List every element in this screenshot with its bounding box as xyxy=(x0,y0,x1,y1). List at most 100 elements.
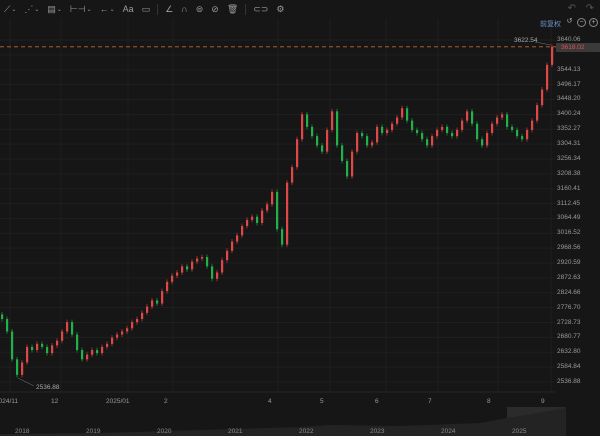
candle xyxy=(436,129,439,137)
candle xyxy=(26,346,29,363)
toolbar-divider xyxy=(157,3,159,15)
measure-tool[interactable]: ⊢⊣ ⌄ xyxy=(66,0,96,18)
candle xyxy=(386,129,389,134)
compare-icon: ⊂⊃ xyxy=(253,3,269,14)
compare-tool[interactable]: ⊂⊃ xyxy=(249,0,272,18)
candle xyxy=(86,354,89,360)
hide-tool[interactable]: ⊘ xyxy=(207,0,223,18)
candle xyxy=(491,123,494,134)
candle xyxy=(351,151,354,177)
trend-line-tool[interactable]: ⟋ ⌄ xyxy=(0,0,20,18)
candle xyxy=(61,331,64,341)
fib-icon: ▤ xyxy=(47,3,56,14)
candle xyxy=(476,123,479,140)
trend-line-icon: ⟋ xyxy=(4,3,11,14)
candle xyxy=(311,126,314,137)
candle xyxy=(261,210,264,223)
candle xyxy=(236,235,239,242)
candle xyxy=(146,306,149,313)
adjust-mode-button[interactable]: 前复权 xyxy=(540,21,561,28)
candle xyxy=(541,89,544,106)
candle xyxy=(71,322,74,335)
candle xyxy=(531,120,534,130)
text-tool[interactable]: Aa xyxy=(119,0,138,18)
text-icon: Aa xyxy=(122,4,134,14)
candle xyxy=(266,204,269,211)
candle xyxy=(296,139,299,168)
candle xyxy=(81,350,84,360)
candle xyxy=(186,266,189,270)
reset-icon[interactable]: ↺ xyxy=(566,18,573,25)
candle xyxy=(281,229,284,245)
undo-icon[interactable]: ↶ xyxy=(567,3,576,14)
candle xyxy=(206,257,209,267)
candle xyxy=(326,129,329,152)
candle xyxy=(161,291,164,304)
candle xyxy=(136,319,139,323)
chevron-down-icon[interactable]: ⌄ xyxy=(11,6,17,13)
arrow-tool[interactable]: ← ⌄ xyxy=(96,0,119,18)
candle xyxy=(321,145,324,152)
candle xyxy=(41,343,44,347)
fib-tool[interactable]: ▤ ⌄ xyxy=(43,0,66,18)
chevron-down-icon[interactable]: ⌄ xyxy=(109,6,115,13)
candle xyxy=(406,108,409,121)
candle xyxy=(501,114,504,118)
candle xyxy=(56,340,59,346)
low-label: 2536.88 xyxy=(36,384,60,391)
toolbar-divider xyxy=(245,3,247,15)
candle xyxy=(251,216,254,220)
comment-icon: ▭ xyxy=(141,3,151,14)
angle-tool[interactable]: ∠ xyxy=(161,0,177,18)
candle xyxy=(401,108,404,118)
candle xyxy=(226,250,229,261)
candle xyxy=(526,129,529,140)
candle xyxy=(16,359,19,375)
candle xyxy=(306,114,309,127)
lock-tool[interactable]: ⊜ xyxy=(192,0,208,18)
candle xyxy=(176,272,179,276)
settings-tool[interactable]: ⚙ xyxy=(272,0,288,18)
arrow-icon: ← xyxy=(99,4,109,14)
candle xyxy=(461,120,464,130)
candle xyxy=(336,111,339,146)
candle xyxy=(231,241,234,251)
redo-icon[interactable]: ↷ xyxy=(585,3,594,14)
candle xyxy=(426,139,429,146)
candle xyxy=(366,136,369,146)
candle xyxy=(506,114,509,127)
candle xyxy=(156,300,159,304)
candle xyxy=(446,126,449,134)
zoom-out-icon[interactable]: − xyxy=(577,18,586,27)
candle xyxy=(331,111,334,130)
candle xyxy=(31,346,34,351)
candle xyxy=(121,331,124,335)
trash-tool[interactable]: 🗑 xyxy=(223,0,242,18)
candle xyxy=(361,133,364,137)
candle xyxy=(376,126,379,143)
candle xyxy=(191,261,194,270)
lock-icon: ⊜ xyxy=(195,3,204,14)
candle xyxy=(216,272,219,279)
candle xyxy=(246,219,249,227)
polyline-tool[interactable]: ⋰ ⌄ xyxy=(20,0,43,18)
chevron-down-icon[interactable]: ⌄ xyxy=(86,6,92,13)
candle xyxy=(521,136,524,140)
chevron-down-icon[interactable]: ⌄ xyxy=(56,6,62,13)
candle xyxy=(196,258,199,262)
candle xyxy=(471,111,474,124)
zoom-in-icon[interactable]: + xyxy=(589,18,598,27)
candle xyxy=(66,322,69,332)
candle xyxy=(391,123,394,130)
candle xyxy=(171,275,174,282)
candle xyxy=(151,300,154,307)
candle xyxy=(431,136,434,146)
trash-icon: 🗑 xyxy=(226,3,239,14)
hide-icon: ⊘ xyxy=(211,3,219,14)
candle xyxy=(131,322,134,329)
comment-tool[interactable]: ▭ xyxy=(138,0,155,18)
magnet-tool[interactable]: ∩ xyxy=(177,0,191,18)
chevron-down-icon[interactable]: ⌄ xyxy=(34,6,40,13)
settings-icon: ⚙ xyxy=(276,3,285,14)
